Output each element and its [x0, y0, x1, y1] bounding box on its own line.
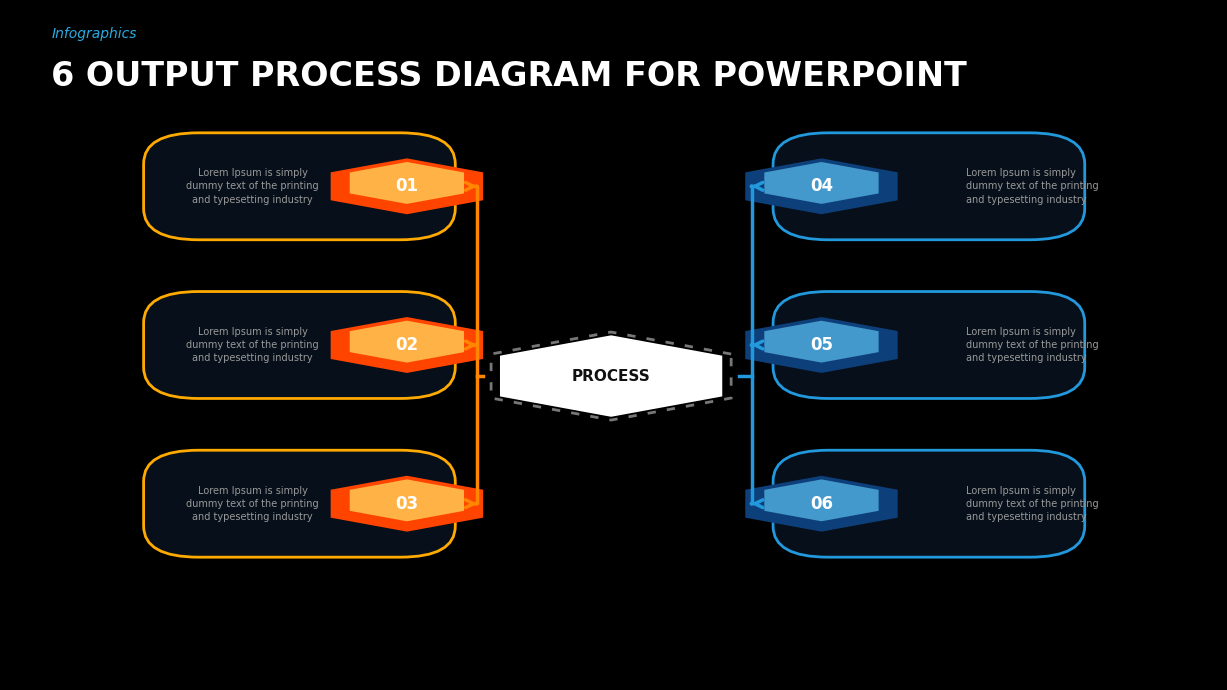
Polygon shape	[350, 321, 464, 363]
FancyBboxPatch shape	[144, 132, 455, 240]
Text: Lorem Ipsum is simply
dummy text of the printing
and typesetting industry: Lorem Ipsum is simply dummy text of the …	[187, 168, 319, 204]
Text: PROCESS: PROCESS	[572, 368, 650, 384]
Polygon shape	[745, 476, 898, 531]
Polygon shape	[350, 162, 464, 204]
Text: Infographics: Infographics	[52, 27, 137, 41]
Text: 05: 05	[810, 336, 833, 354]
FancyBboxPatch shape	[773, 451, 1085, 558]
Text: 6 OUTPUT PROCESS DIAGRAM FOR POWERPOINT: 6 OUTPUT PROCESS DIAGRAM FOR POWERPOINT	[52, 60, 967, 93]
Polygon shape	[330, 476, 483, 531]
Polygon shape	[764, 162, 879, 204]
FancyBboxPatch shape	[773, 132, 1085, 240]
Text: 01: 01	[395, 177, 418, 195]
FancyBboxPatch shape	[773, 292, 1085, 399]
Polygon shape	[745, 159, 898, 214]
Text: Lorem Ipsum is simply
dummy text of the printing
and typesetting industry: Lorem Ipsum is simply dummy text of the …	[187, 486, 319, 522]
FancyBboxPatch shape	[144, 292, 455, 399]
Polygon shape	[499, 335, 723, 417]
Polygon shape	[764, 480, 879, 522]
Text: 04: 04	[810, 177, 833, 195]
Polygon shape	[745, 317, 898, 373]
Text: Lorem Ipsum is simply
dummy text of the printing
and typesetting industry: Lorem Ipsum is simply dummy text of the …	[967, 486, 1099, 522]
Polygon shape	[330, 317, 483, 373]
Polygon shape	[764, 321, 879, 363]
Polygon shape	[330, 159, 483, 214]
Text: 03: 03	[395, 495, 418, 513]
Text: Lorem Ipsum is simply
dummy text of the printing
and typesetting industry: Lorem Ipsum is simply dummy text of the …	[187, 327, 319, 363]
Text: 06: 06	[810, 495, 833, 513]
FancyBboxPatch shape	[144, 451, 455, 558]
Text: 02: 02	[395, 336, 418, 354]
Text: Lorem Ipsum is simply
dummy text of the printing
and typesetting industry: Lorem Ipsum is simply dummy text of the …	[967, 168, 1099, 204]
Text: Lorem Ipsum is simply
dummy text of the printing
and typesetting industry: Lorem Ipsum is simply dummy text of the …	[967, 327, 1099, 363]
Polygon shape	[350, 480, 464, 522]
